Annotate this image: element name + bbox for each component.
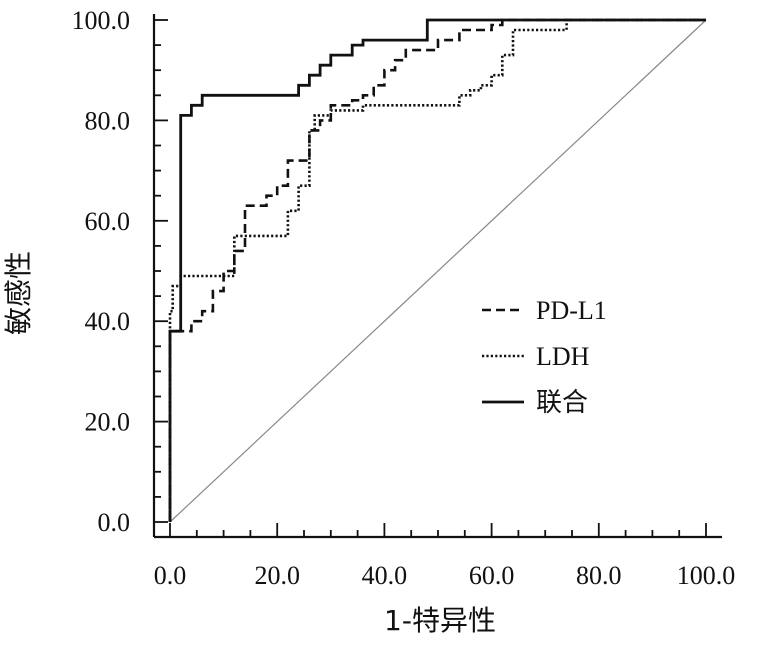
- legend-label-2: LDH: [536, 342, 590, 371]
- y-tick-label: 0.0: [98, 508, 131, 537]
- x-tick-label: 20.0: [254, 561, 300, 590]
- y-tick-label: 60.0: [85, 207, 131, 236]
- x-tick-label: 0.0: [154, 561, 187, 590]
- y-tick-label: 20.0: [85, 408, 131, 437]
- reference-diagonal-line: [169, 19, 707, 523]
- series-layer: [168, 18, 706, 522]
- y-axis-title: 敏感性: [2, 251, 35, 335]
- y-tick-label: 80.0: [85, 106, 131, 135]
- series-line-3: [168, 18, 706, 522]
- axes-layer: 0.0 20.0 40.0 60.0 80.0 100.0 0.0 20.0 40.0 60.0 8…: [72, 6, 736, 590]
- legend-label-1: PD-L1: [536, 296, 607, 325]
- x-tick-label: 40.0: [362, 561, 408, 590]
- reference-line-layer: [169, 19, 707, 523]
- series-line-2: [168, 18, 706, 522]
- y-tick-label: 100.0: [72, 6, 131, 35]
- x-tick-label: 100.0: [677, 561, 736, 590]
- x-tick-label: 80.0: [576, 561, 622, 590]
- x-tick-label: 60.0: [469, 561, 515, 590]
- series-line-1: [168, 18, 706, 522]
- x-axis-title: 1-特异性: [384, 604, 496, 637]
- legend: PD-L1 LDH 联合: [482, 296, 607, 417]
- legend-label-3: 联合: [536, 388, 588, 417]
- y-tick-label: 40.0: [85, 307, 131, 336]
